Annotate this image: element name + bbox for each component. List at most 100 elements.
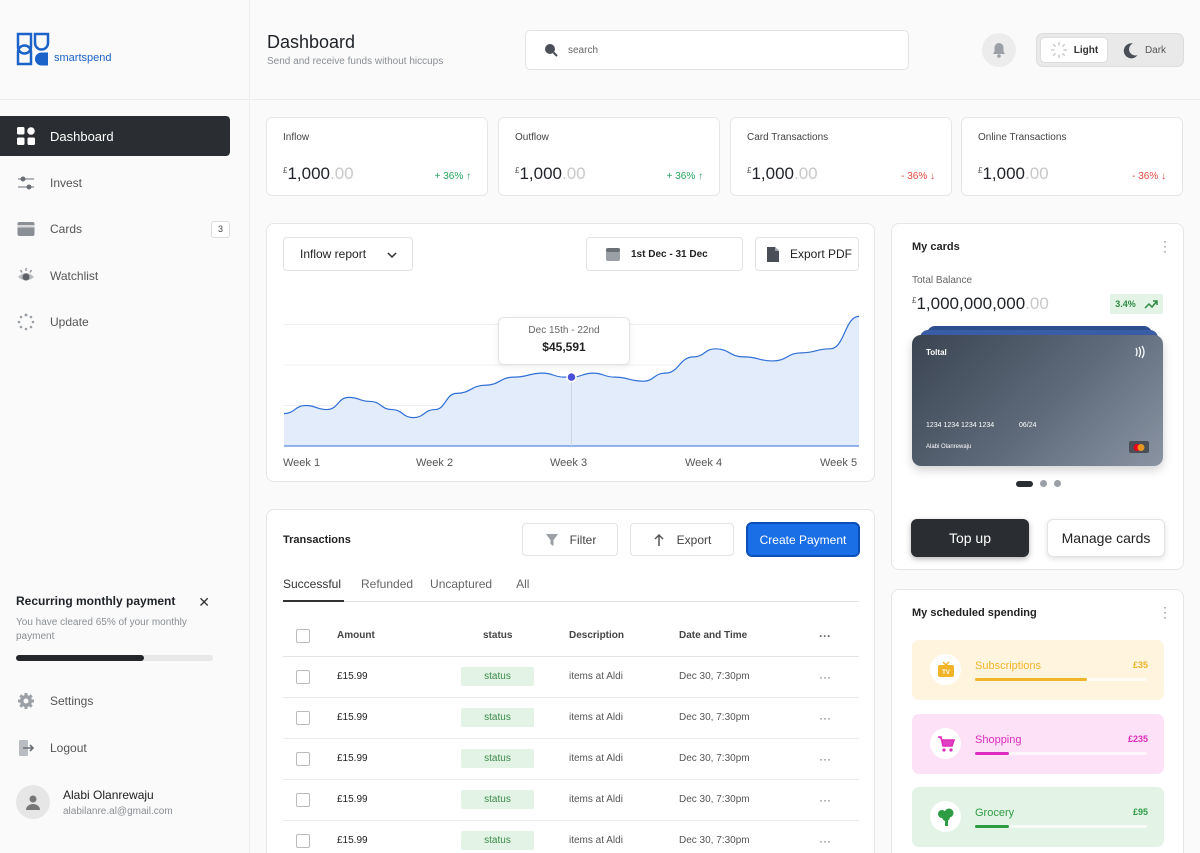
sidebar-item-watchlist[interactable]: Watchlist [0,256,230,296]
more-vertical-icon[interactable]: · · · [1163,234,1167,258]
theme-light-option[interactable]: Light [1040,37,1108,63]
select-all-checkbox[interactable] [296,628,310,643]
tv-icon: TV [930,654,961,685]
status-cell: status [461,656,569,698]
table-row[interactable]: £15.99 status items at Aldi Dec 30, 7:30… [283,656,859,698]
table-row[interactable]: £15.99 status items at Aldi Dec 30, 7:30… [283,697,859,739]
more-horizontal-icon[interactable]: ··· [819,792,831,807]
carousel-dot[interactable] [1040,480,1047,487]
scheduled-item-subscriptions[interactable]: TV Subscriptions £35 [912,640,1164,700]
currency-symbol: £ [912,296,917,305]
user-name: Alabi Olanrewaju [63,787,154,802]
highlight-data-point[interactable] [566,371,577,383]
x-tick-label: Week 2 [416,457,454,469]
sidebar-item-logout[interactable]: Logout [0,728,230,768]
datetime-cell: Dec 30, 7:30pm [679,656,819,698]
page-subtitle: Send and receive funds without hiccups [267,56,444,67]
column-header-description[interactable]: Description [569,616,679,657]
recurring-payment-card: Recurring monthly payment ✕ You have cle… [16,594,214,661]
sidebar-item-update[interactable]: Update [0,302,230,342]
amount-cell: £15.99 [337,738,461,780]
notifications-button[interactable] [982,33,1016,67]
row-checkbox[interactable] [296,792,310,807]
card-carousel-dots [1016,480,1061,487]
table-row[interactable]: £15.99 status items at Aldi Dec 30, 7:30… [283,779,859,821]
inflow-area-chart [283,315,860,447]
row-select-cell [283,738,337,780]
row-checkbox[interactable] [296,669,310,684]
user-profile[interactable]: Alabi Olanrewaju alabilanre.al@gmail.com [16,785,173,819]
row-select-cell [283,820,337,853]
carousel-dot[interactable] [1016,480,1033,487]
column-header-datetime[interactable]: Date and Time [679,616,819,657]
stat-decimals: .00 [1025,164,1049,183]
tab-refunded[interactable]: Refunded [361,577,414,591]
more-horizontal-icon[interactable]: ··· [819,710,831,725]
scheduled-item-amount: £235 [1127,734,1148,744]
column-header-amount[interactable]: Amount [337,616,461,657]
credit-card[interactable]: Toltal 1234 1234 1234 1234 06/24 Alabi O… [912,335,1163,466]
description-cell: items at Aldi [569,779,679,821]
scheduled-progress-bar [975,825,1147,828]
brand-logo[interactable]: smartspend [16,32,111,66]
brand-name: smartspend [54,52,112,64]
datetime-cell: Dec 30, 7:30pm [679,779,819,821]
amount-cell: £15.99 [337,779,461,821]
stat-card-inflow: Inflow £1,000.00 + 36% ↑ [266,117,488,196]
more-horizontal-icon[interactable]: ··· [819,669,831,684]
tooltip-value: $45,591 [542,340,586,354]
mastercard-icon [1129,441,1149,453]
scheduled-item-grocery[interactable]: Grocery £95 [912,787,1164,847]
more-vertical-icon[interactable]: · · · [1163,600,1167,624]
close-icon[interactable]: ✕ [198,594,210,610]
actions-cell: ··· [819,779,859,821]
x-tick-label: Week 5 [820,457,858,469]
more-horizontal-icon[interactable]: ··· [819,628,831,643]
row-select-cell [283,656,337,698]
sidebar-item-invest[interactable]: Invest [0,163,230,203]
row-checkbox[interactable] [296,710,310,725]
theme-dark-option[interactable]: Dark [1108,37,1180,63]
export-pdf-label: Export PDF [790,247,853,261]
row-checkbox[interactable] [296,751,310,766]
export-button[interactable]: Export [630,523,734,556]
x-tick-label: Week 1 [283,457,321,469]
table-row[interactable]: £15.99 status items at Aldi Dec 30, 7:30… [283,738,859,780]
tab-all[interactable]: All [516,577,530,591]
transaction-tabs: Successful Refunded Uncaptured All [283,577,859,602]
manage-cards-button[interactable]: Manage cards [1047,519,1165,557]
filter-button[interactable]: Filter [522,523,618,556]
create-payment-button[interactable]: Create Payment [746,522,860,557]
export-pdf-button[interactable]: Export PDF [755,237,859,271]
sidebar-item-dashboard[interactable]: Dashboard [0,116,230,156]
currency-symbol: £ [283,166,288,175]
scheduled-item-shopping[interactable]: Shopping £235 [912,714,1164,774]
search-input[interactable] [568,44,868,56]
more-horizontal-icon[interactable]: ··· [819,833,831,848]
scheduled-progress-fill [975,678,1087,681]
status-cell: status [461,697,569,739]
table-row[interactable]: £15.99 status items at Aldi Dec 30, 7:30… [283,820,859,853]
stat-decimals: .00 [794,164,818,183]
card-number: 1234 1234 1234 1234 [926,422,995,429]
user-info: Alabi Olanrewaju alabilanre.al@gmail.com [63,788,173,817]
top-up-button[interactable]: Top up [911,519,1029,557]
tab-uncaptured[interactable]: Uncaptured [430,577,493,591]
report-type-select[interactable]: Inflow report [283,237,413,271]
recurring-description: You have cleared 65% of your monthly pay… [16,617,187,642]
carousel-dot[interactable] [1054,480,1061,487]
tab-successful[interactable]: Successful [283,577,344,602]
stat-title: Online Transactions [978,132,1067,143]
more-horizontal-icon[interactable]: ··· [819,751,831,766]
search-box[interactable] [525,30,909,70]
stat-value: £1,000.00 [515,164,586,184]
scheduled-progress-bar [975,752,1147,755]
column-header-status[interactable]: status [461,616,569,657]
date-range-picker[interactable]: 1st Dec - 31 Dec [586,237,743,271]
sidebar-item-cards[interactable]: Cards 3 [0,209,230,249]
stat-change: - 36% ↓ [901,171,935,182]
scheduled-item-label: Shopping [975,734,1022,746]
series-line [283,315,860,419]
sidebar-item-settings[interactable]: Settings [0,681,230,721]
row-checkbox[interactable] [296,833,310,848]
